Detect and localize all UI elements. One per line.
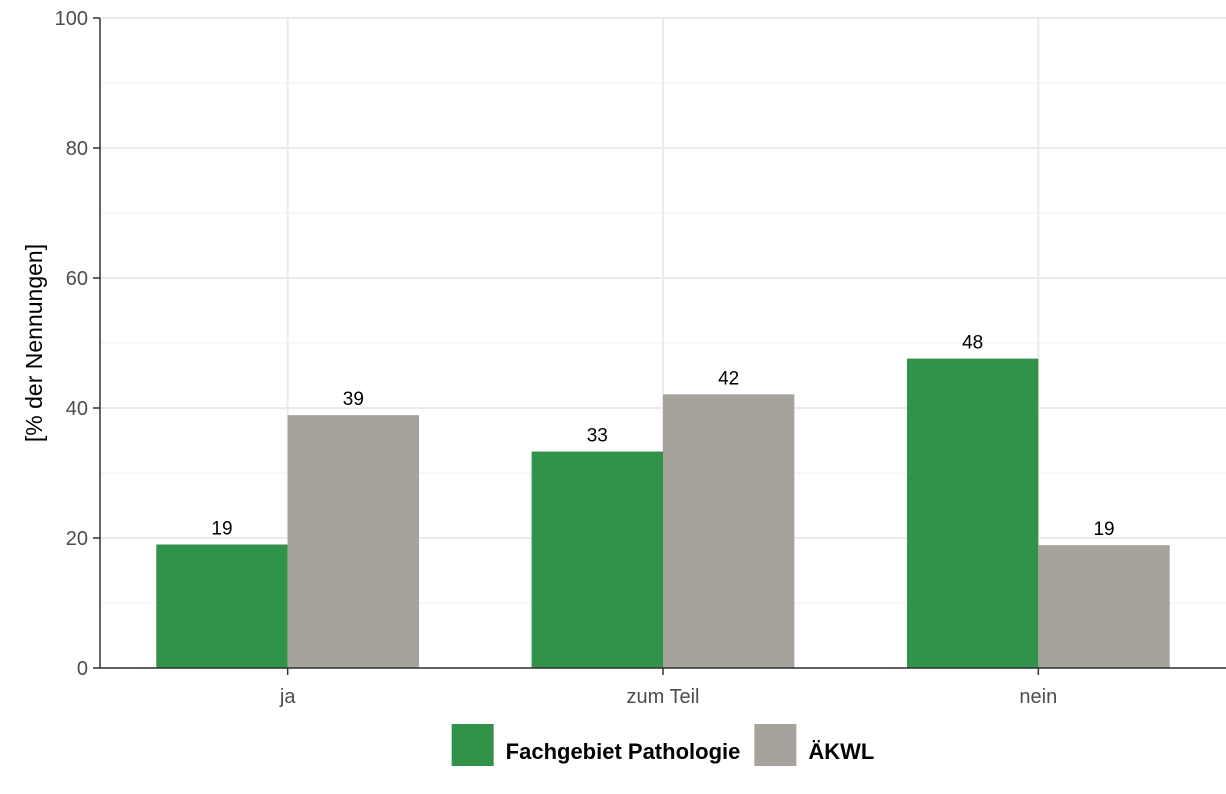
y-tick-label: 20 xyxy=(66,528,88,550)
data-label: 48 xyxy=(962,333,983,354)
x-tick-label: zum Teil xyxy=(627,686,700,708)
y-tick-label: 40 xyxy=(66,398,88,420)
legend-item: ÄKWL xyxy=(754,724,874,766)
bar xyxy=(531,451,663,668)
data-label: 19 xyxy=(211,519,232,540)
bar xyxy=(663,394,795,668)
bar xyxy=(1038,545,1170,668)
legend: Fachgebiet Pathologie ÄKWL xyxy=(451,724,874,766)
y-tick-label: 60 xyxy=(66,268,88,290)
axes: 0 20 40 60 80 100 ja zum Teil nein xyxy=(55,8,1226,708)
legend-label: ÄKWL xyxy=(808,739,874,764)
legend-swatch xyxy=(451,724,494,766)
legend-item: Fachgebiet Pathologie xyxy=(451,724,741,766)
bar xyxy=(287,415,420,668)
data-label: 19 xyxy=(1093,519,1114,540)
x-tick-label: ja xyxy=(279,686,296,708)
bar xyxy=(906,358,1039,668)
y-tick-label: 100 xyxy=(55,8,88,30)
legend-label: Fachgebiet Pathologie xyxy=(506,739,741,764)
y-axis-title: [% der Nennungen] xyxy=(21,244,47,442)
data-label: 39 xyxy=(343,389,364,410)
data-label: 33 xyxy=(587,426,608,447)
data-labels: 19 33 48 39 42 19 xyxy=(211,333,1114,541)
legend-swatch xyxy=(754,724,797,766)
bar xyxy=(156,544,288,668)
y-tick-label: 0 xyxy=(77,658,88,680)
x-tick-label: nein xyxy=(1019,686,1057,708)
data-label: 42 xyxy=(718,368,739,389)
y-tick-label: 80 xyxy=(66,138,88,160)
bars xyxy=(156,358,1170,668)
